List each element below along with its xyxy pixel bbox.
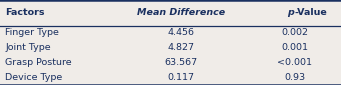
Text: Joint Type: Joint Type — [5, 43, 51, 52]
Text: Grasp Posture: Grasp Posture — [5, 58, 72, 67]
Text: <0.001: <0.001 — [278, 58, 312, 67]
Text: 4.456: 4.456 — [167, 28, 194, 37]
Text: Factors: Factors — [5, 8, 45, 17]
Text: p: p — [287, 8, 294, 17]
Text: -Value: -Value — [294, 8, 327, 17]
Text: 0.117: 0.117 — [167, 73, 194, 82]
Text: 0.93: 0.93 — [284, 73, 306, 82]
Text: Finger Type: Finger Type — [5, 28, 59, 37]
Text: 63.567: 63.567 — [164, 58, 197, 67]
Text: 0.002: 0.002 — [281, 28, 309, 37]
Text: Mean Difference: Mean Difference — [137, 8, 225, 17]
Text: Device Type: Device Type — [5, 73, 62, 82]
Text: 4.827: 4.827 — [167, 43, 194, 52]
Text: 0.001: 0.001 — [281, 43, 309, 52]
